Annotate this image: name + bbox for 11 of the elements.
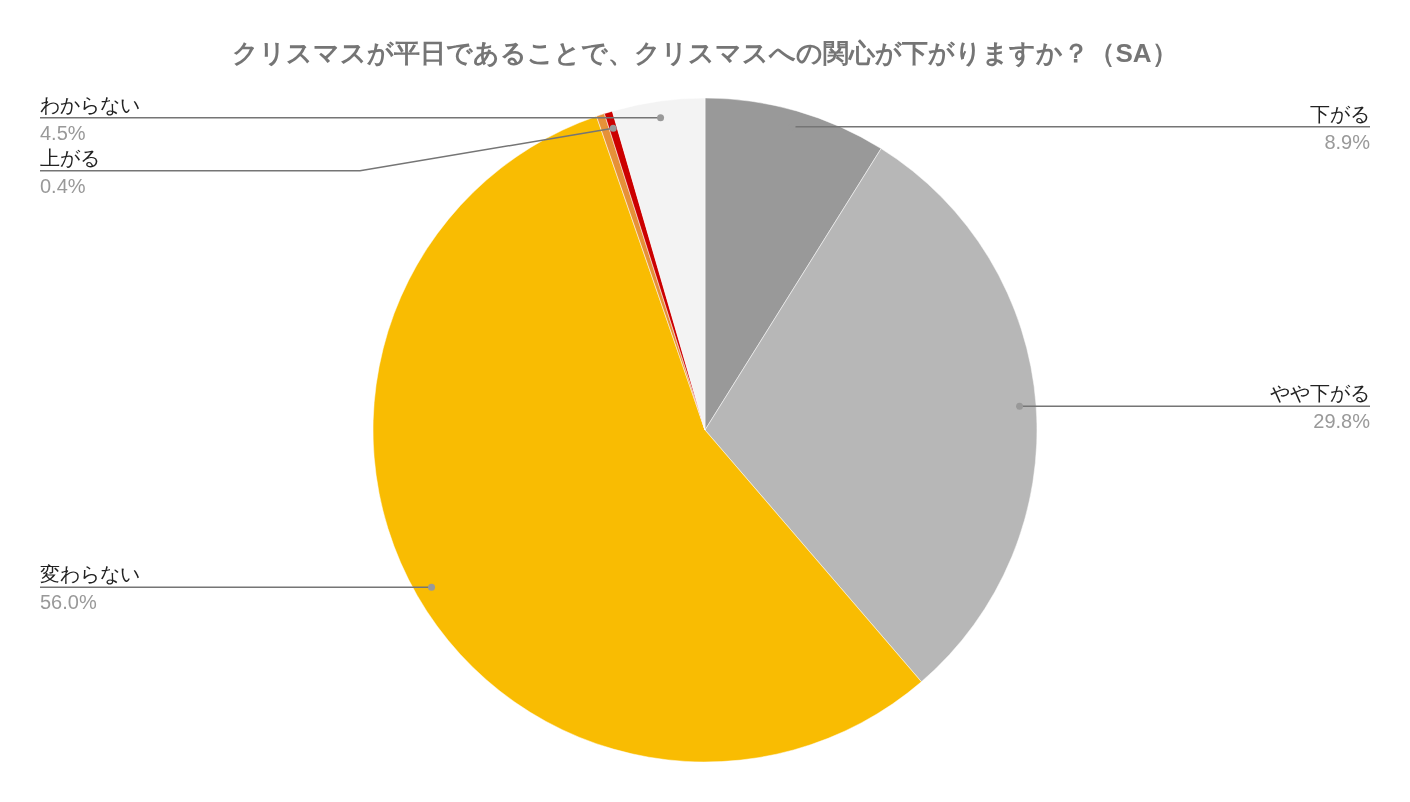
data-label: 29.8% bbox=[1313, 410, 1371, 433]
chart-title: クリスマスが平日であることで、クリスマスへの関心が下がりますか？（SA） bbox=[232, 38, 1178, 68]
slice-label: 変わらない bbox=[40, 563, 140, 586]
data-label: 4.5% bbox=[40, 121, 86, 144]
slice-label: わからない bbox=[40, 93, 140, 116]
slice-label: やや下がる bbox=[1270, 382, 1370, 405]
slice-label: 上がる bbox=[40, 146, 100, 169]
data-label: 0.4% bbox=[40, 174, 86, 197]
data-label: 56.0% bbox=[40, 591, 97, 614]
slice-label: 下がる bbox=[1310, 102, 1370, 125]
data-label: 8.9% bbox=[1324, 130, 1371, 153]
